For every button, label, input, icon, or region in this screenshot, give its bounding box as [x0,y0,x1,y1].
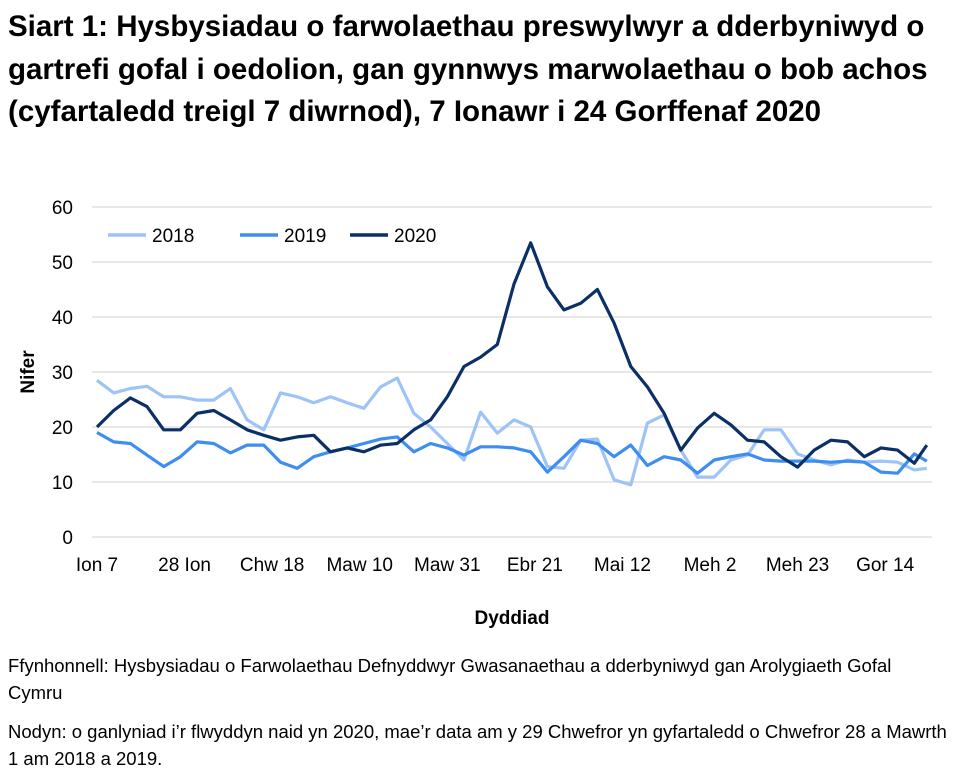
legend-label-2020: 2020 [394,226,436,247]
x-tick-label: Mai 12 [594,555,651,576]
y-tick-label: 30 [52,363,73,384]
x-tick-label: Meh 23 [766,555,829,576]
legend: 2018 2019 2020 [108,226,436,247]
y-tick-labels: 0 10 20 30 40 50 60 [52,198,73,549]
y-tick-label: 50 [52,253,73,274]
y-axis-label: Nifer [18,350,39,394]
x-tick-labels: Ion 7 28 Ion Chw 18 Maw 10 Maw 31 Ebr 21 Mai 1… [76,555,915,576]
x-tick-label: Maw 10 [326,555,393,576]
series-line-2019 [96,431,928,475]
x-tick-label: Maw 31 [414,555,481,576]
y-tick-label: 10 [52,473,73,494]
x-tick-label: Gor 14 [856,555,915,576]
legend-label-2018: 2018 [152,226,194,247]
y-tick-label: 60 [52,198,73,219]
series-line-2020 [95,241,929,469]
chart-title: Siart 1: Hysbysiadau o farwolaethau pres… [8,10,928,128]
series-lines [95,241,929,487]
source-note: Ffynhonnell: Hysbysiadau o Farwolaethau … [8,655,892,703]
footnote: Nodyn: o ganlyniad i’r flwyddyn naid yn … [8,721,947,769]
gridlines [92,206,932,538]
y-tick-label: 40 [52,308,73,329]
x-tick-label: Chw 18 [240,555,304,576]
y-tick-label: 0 [62,528,73,549]
x-tick-label: 28 Ion [158,555,211,576]
y-tick-label: 20 [52,418,73,439]
x-tick-label: Ebr 21 [507,555,563,576]
series-line-2018 [96,376,928,487]
x-axis-label: Dyddiad [475,608,550,629]
x-tick-label: Meh 2 [684,555,737,576]
legend-label-2019: 2019 [284,226,326,247]
x-tick-label: Ion 7 [76,555,118,576]
